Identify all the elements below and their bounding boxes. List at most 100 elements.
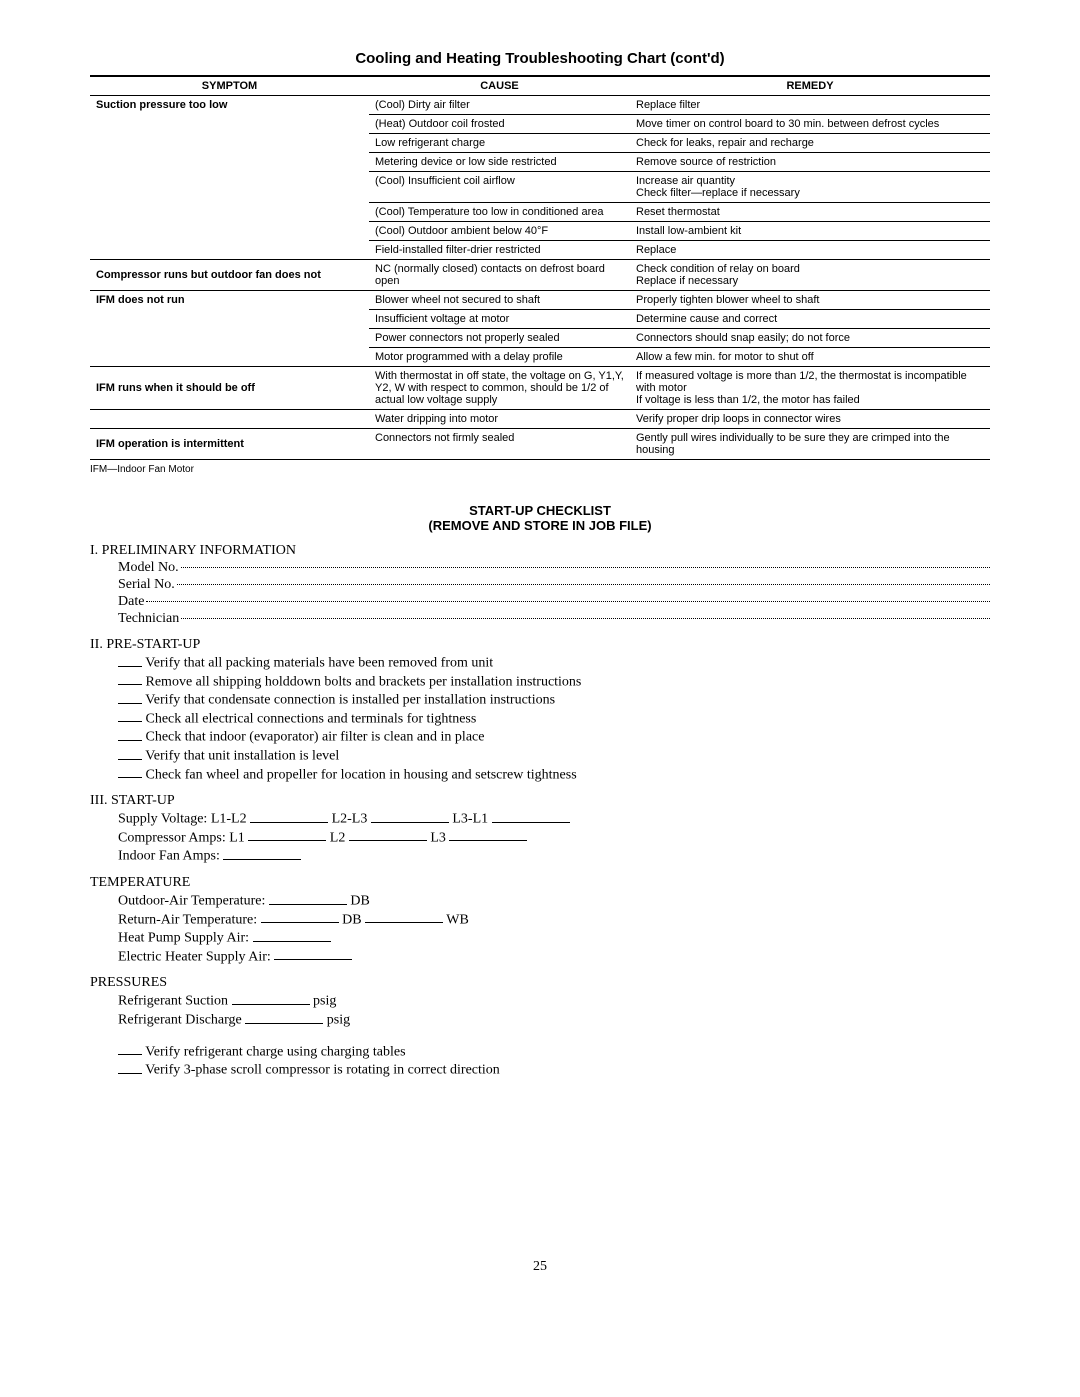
cell-cause: (Cool) Insufficient coil airflow [369,172,630,203]
cell-remedy: Check for leaks, repair and recharge [630,134,990,153]
blank-line [371,810,449,823]
checkbox-blank [118,747,142,760]
electric-heater-supply-line: Electric Heater Supply Air: [118,948,990,966]
blank-line [232,992,310,1005]
cell-remedy: Move timer on control board to 30 min. b… [630,115,990,134]
dotted-line [181,618,990,619]
cell-cause: Blower wheel not secured to shaft [369,291,630,310]
cell-remedy: Allow a few min. for motor to shut off [630,348,990,367]
cell-cause: Connectors not firmly sealed [369,429,630,460]
cell-cause: NC (normally closed) contacts on defrost… [369,260,630,291]
th-cause: CAUSE [369,76,630,96]
checklist-item: Remove all shipping holddown bolts and b… [118,673,990,691]
section-2-heading: II. PRE-START-UP [90,637,990,653]
table-row: IFM does not runBlower wheel not secured… [90,291,990,310]
dotted-line [177,584,990,585]
cell-remedy: Verify proper drip loops in connector wi… [630,410,990,429]
cell-symptom: Suction pressure too low [90,96,369,260]
cell-cause: Metering device or low side restricted [369,153,630,172]
cell-cause: (Cool) Outdoor ambient below 40°F [369,222,630,241]
compressor-amps-line: Compressor Amps: L1 L2 L3 [118,829,990,847]
checkbox-blank [118,766,142,779]
blank-line [274,948,352,961]
cell-remedy: Gently pull wires individually to be sur… [630,429,990,460]
cell-remedy: Check condition of relay on boardReplace… [630,260,990,291]
checklist-item: Verify that unit installation is level [118,747,990,765]
cell-cause: (Cool) Temperature too low in conditione… [369,203,630,222]
cell-cause: (Heat) Outdoor coil frosted [369,115,630,134]
table-row: IFM operation is intermittentConnectors … [90,429,990,460]
table-row: Water dripping into motorVerify proper d… [90,410,990,429]
dotted-line [146,601,990,602]
blank-line [349,829,427,842]
cell-cause: Field-installed filter-drier restricted [369,241,630,260]
checkbox-blank [118,710,142,723]
form-field: Serial No. [118,577,990,593]
page-title: Cooling and Heating Troubleshooting Char… [90,50,990,67]
temperature-heading: TEMPERATURE [90,875,990,891]
cell-cause: (Cool) Dirty air filter [369,96,630,115]
troubleshooting-table: SYMPTOM CAUSE REMEDY Suction pressure to… [90,75,990,460]
cell-symptom: IFM runs when it should be off [90,367,369,410]
cell-symptom: Compressor runs but outdoor fan does not [90,260,369,291]
section-3-heading: III. START-UP [90,793,990,809]
table-row: Suction pressure too low(Cool) Dirty air… [90,96,990,115]
dotted-line [181,567,990,568]
cell-remedy: Properly tighten blower wheel to shaft [630,291,990,310]
checkbox-blank [118,654,142,667]
checklist-title-2: (REMOVE AND STORE IN JOB FILE) [90,518,990,533]
refrigerant-discharge-line: Refrigerant Discharge psig [118,1011,990,1029]
blank-line [269,892,347,905]
cell-remedy: Reset thermostat [630,203,990,222]
cell-remedy: Replace [630,241,990,260]
checklist-title-1: START-UP CHECKLIST [90,503,990,518]
cell-remedy: Connectors should snap easily; do not fo… [630,329,990,348]
cell-cause: Power connectors not properly sealed [369,329,630,348]
checklist-item: Check that indoor (evaporator) air filte… [118,728,990,746]
cell-symptom [90,410,369,429]
cell-remedy: Replace filter [630,96,990,115]
form-field-label: Date [118,594,144,610]
cell-remedy: Remove source of restriction [630,153,990,172]
th-symptom: SYMPTOM [90,76,369,96]
cell-symptom: IFM does not run [90,291,369,367]
cell-remedy: Install low-ambient kit [630,222,990,241]
blank-line [245,1011,323,1024]
cell-cause: Water dripping into motor [369,410,630,429]
blank-line [449,829,527,842]
table-row: IFM runs when it should be offWith therm… [90,367,990,410]
checklist-item: Verify that all packing materials have b… [118,654,990,672]
blank-line [248,829,326,842]
page-number: 25 [90,1259,990,1275]
checklist-item: Check all electrical connections and ter… [118,710,990,728]
checkbox-blank [118,1043,142,1056]
table-footnote: IFM—Indoor Fan Motor [90,464,990,475]
blank-line [365,911,443,924]
cell-remedy: If measured voltage is more than 1/2, th… [630,367,990,410]
blank-line [492,810,570,823]
checkbox-blank [118,728,142,741]
checkbox-blank [118,1061,142,1074]
supply-voltage-line: Supply Voltage: L1-L2 L2-L3 L3-L1 [118,810,990,828]
form-field: Technician [118,611,990,627]
refrigerant-suction-line: Refrigerant Suction psig [118,992,990,1010]
checkbox-blank [118,673,142,686]
pressures-heading: PRESSURES [90,975,990,991]
return-air-temp-line: Return-Air Temperature: DB WB [118,911,990,929]
cell-cause: Motor programmed with a delay profile [369,348,630,367]
cell-symptom: IFM operation is intermittent [90,429,369,460]
checklist-item: Verify 3-phase scroll compressor is rota… [118,1061,990,1079]
cell-cause: Low refrigerant charge [369,134,630,153]
cell-remedy: Determine cause and correct [630,310,990,329]
checkbox-blank [118,691,142,704]
indoor-fan-amps-line: Indoor Fan Amps: [118,847,990,865]
form-field-label: Technician [118,611,179,627]
form-field-label: Serial No. [118,577,175,593]
heat-pump-supply-line: Heat Pump Supply Air: [118,929,990,947]
form-field: Model No. [118,560,990,576]
checklist-item: Check fan wheel and propeller for locati… [118,766,990,784]
checklist-item: Verify that condensate connection is ins… [118,691,990,709]
outdoor-air-temp-line: Outdoor-Air Temperature: DB [118,892,990,910]
form-field-label: Model No. [118,560,179,576]
section-1-heading: I. PRELIMINARY INFORMATION [90,543,990,559]
